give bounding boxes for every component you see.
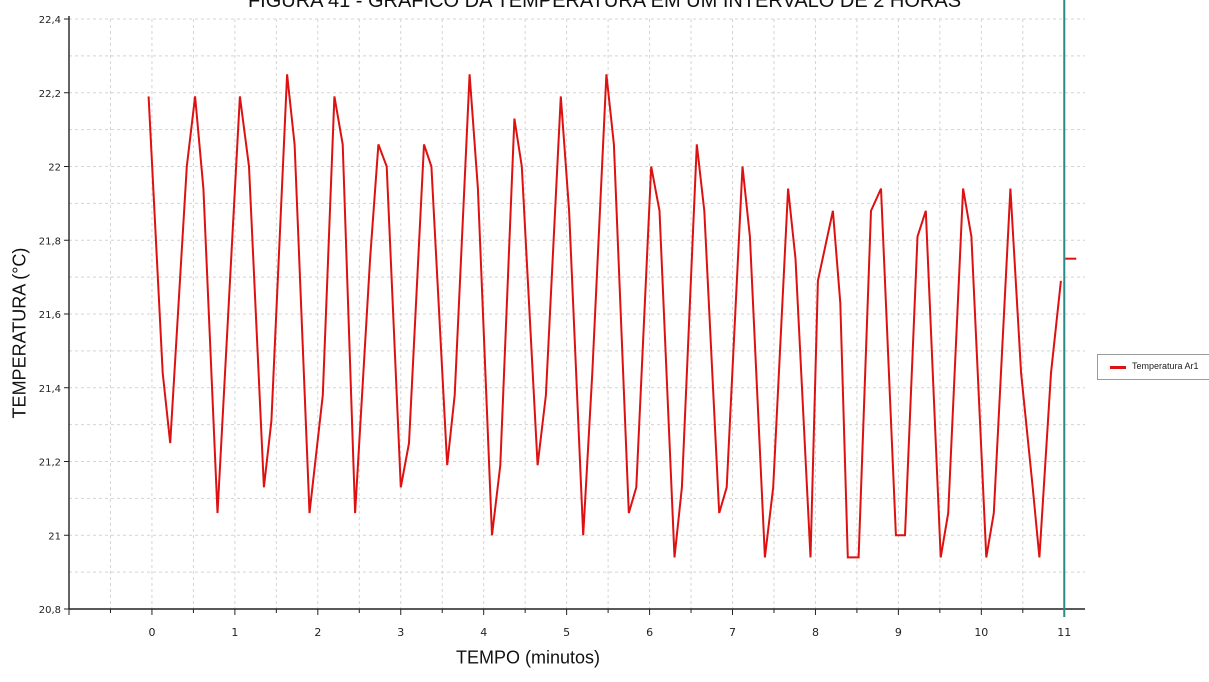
x-tick-label: 2 [314,626,321,639]
x-tick-label: 5 [563,626,570,639]
x-tick-label: 3 [397,626,404,639]
series-layer [147,74,1062,559]
x-tick-label: 6 [646,626,653,639]
x-tick-label: 0 [148,626,155,639]
axes [64,0,1085,617]
y-tick-label: 22,2 [39,89,61,100]
x-tick-label: 11 [1057,626,1071,639]
legend: Temperatura Ar1 [1097,354,1209,380]
chart-title: FIGURA 41 - GRÁFICO DA TEMPERATURA EM UM… [247,0,962,12]
grid [68,18,1085,610]
y-tick-label: 21,4 [39,384,61,395]
x-tick-label: 10 [974,626,988,639]
y-axis-title: TEMPERATURA (°C) [9,247,30,419]
x-tick-label: 8 [812,626,819,639]
y-tick-label: 22 [48,163,61,174]
x-tick-label: 9 [895,626,902,639]
x-axis-title: TEMPO (minutos) [455,647,601,668]
y-tick-label: 21,8 [39,236,61,247]
x-tick-label: 4 [480,626,487,639]
y-tick-label: 21 [48,531,61,542]
series-line-temperatura-ar1 [147,74,1062,559]
legend-swatch-temperatura-ar1 [1110,366,1126,369]
y-tick-label: 22,4 [39,15,61,26]
y-tick-label: 21,2 [39,458,61,469]
x-tick-label: 7 [729,626,736,639]
x-tick-label: 1 [231,626,238,639]
y-tick-label: 20,8 [39,605,61,616]
y-tick-label: 21,6 [39,310,61,321]
tick-labels: 20,8 21 21,2 21,4 21,6 21,8 22 22,2 22,4 0 1 2 3 4 5 6 7… [39,15,1072,639]
legend-label-temperatura-ar1: Temperatura Ar1 [1132,361,1199,371]
